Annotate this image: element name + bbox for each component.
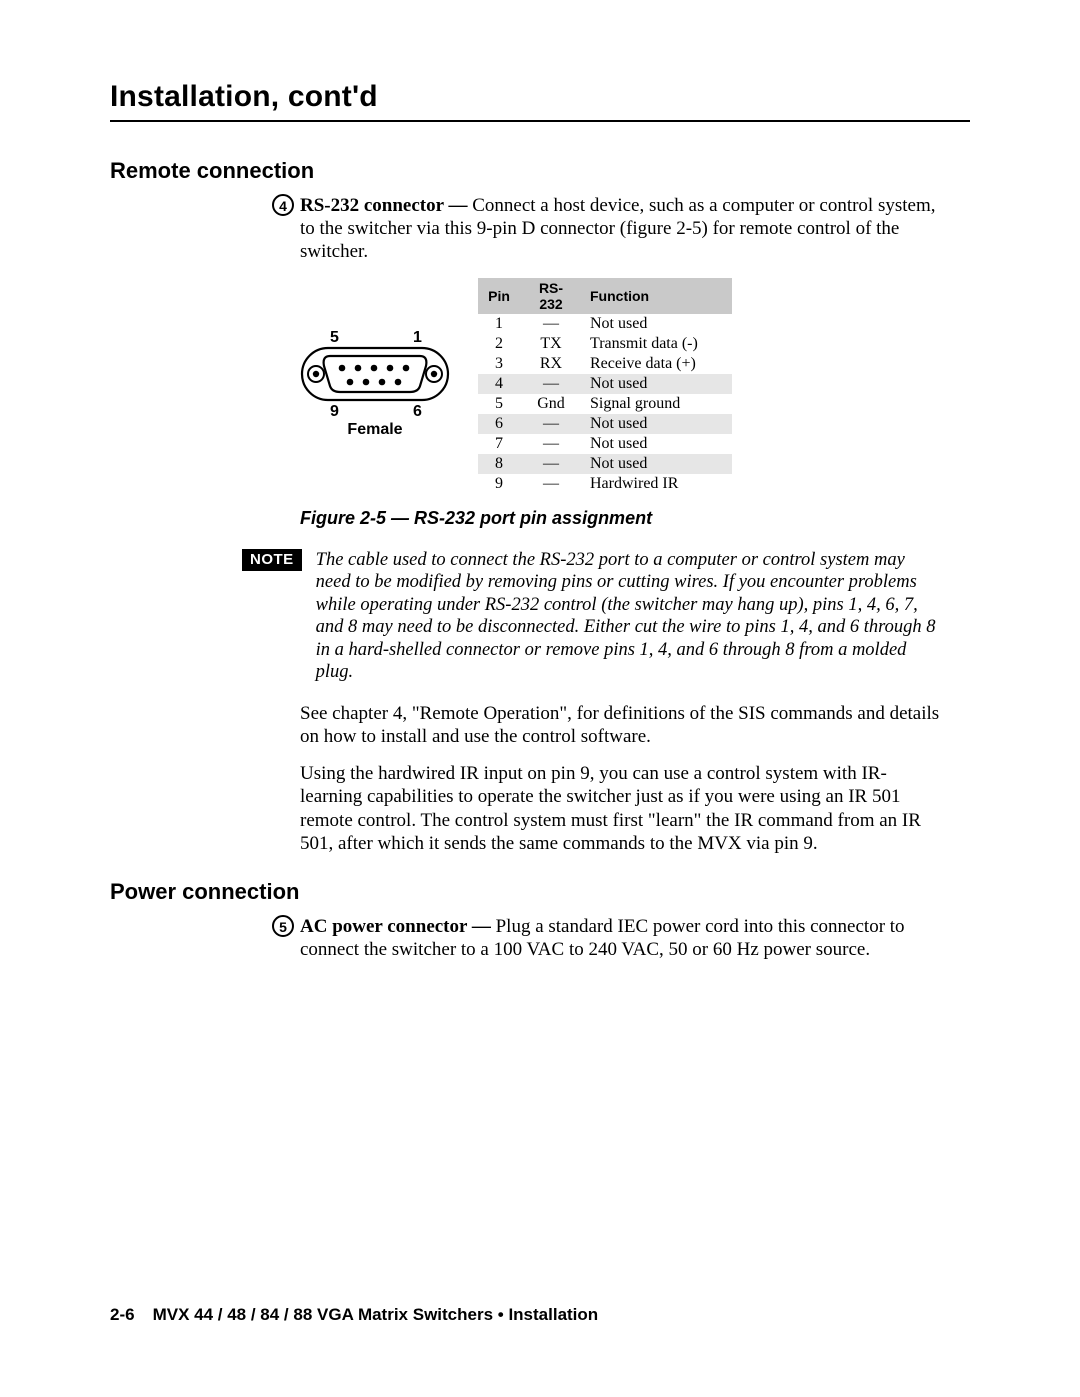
- cell-rs232: —: [522, 314, 582, 334]
- remote-intro-paragraph: RS-232 connector — Connect a host device…: [300, 194, 940, 264]
- th-rs232: RS-232: [522, 278, 582, 314]
- note-badge: NOTE: [242, 549, 302, 571]
- remote-para-3: Using the hardwired IR input on pin 9, y…: [300, 762, 940, 855]
- cell-rs232: TX: [522, 334, 582, 354]
- cell-pin: 3: [478, 354, 522, 374]
- pin-label-6: 6: [413, 403, 422, 420]
- cell-pin: 7: [478, 434, 522, 454]
- title-rule: [110, 120, 970, 122]
- figure-2-5-row: 5 1: [300, 278, 940, 494]
- cell-function: Not used: [582, 374, 732, 394]
- cell-pin: 2: [478, 334, 522, 354]
- cell-pin: 9: [478, 474, 522, 494]
- table-row: 9—Hardwired IR: [478, 474, 732, 494]
- cell-function: Hardwired IR: [582, 474, 732, 494]
- page-footer: 2-6 MVX 44 / 48 / 84 / 88 VGA Matrix Swit…: [110, 1305, 598, 1325]
- remote-para-2: See chapter 4, "Remote Operation", for d…: [300, 702, 940, 748]
- pin-assignment-table: Pin RS-232 Function 1—Not used2TXTransmi…: [478, 278, 732, 494]
- table-row: 2TXTransmit data (-): [478, 334, 732, 354]
- cell-rs232: —: [522, 434, 582, 454]
- page-number: 2-6: [110, 1305, 135, 1324]
- table-row: 7—Not used: [478, 434, 732, 454]
- th-pin: Pin: [478, 278, 522, 314]
- cell-pin: 5: [478, 394, 522, 414]
- footer-text: MVX 44 / 48 / 84 / 88 VGA Matrix Switche…: [153, 1305, 599, 1324]
- cell-pin: 6: [478, 414, 522, 434]
- cell-function: Not used: [582, 434, 732, 454]
- cell-function: Signal ground: [582, 394, 732, 414]
- chapter-title: Installation, cont'd: [110, 80, 970, 114]
- section-title-remote: Remote connection: [110, 158, 970, 184]
- cell-rs232: RX: [522, 354, 582, 374]
- cell-pin: 8: [478, 454, 522, 474]
- table-row: 5GndSignal ground: [478, 394, 732, 414]
- cell-function: Not used: [582, 454, 732, 474]
- cell-rs232: —: [522, 414, 582, 434]
- power-paragraph: AC power connector — Plug a standard IEC…: [300, 915, 940, 961]
- cell-function: Not used: [582, 314, 732, 334]
- cell-rs232: —: [522, 454, 582, 474]
- table-row: 1—Not used: [478, 314, 732, 334]
- cell-function: Receive data (+): [582, 354, 732, 374]
- db9-connector-diagram: 5 1: [300, 328, 450, 443]
- connector-gender-label: Female: [347, 421, 402, 438]
- note-block: NOTE The cable used to connect the RS-23…: [300, 549, 940, 684]
- figure-caption: Figure 2-5 — RS-232 port pin assignment: [300, 508, 940, 529]
- th-function: Function: [582, 278, 732, 314]
- table-row: 4—Not used: [478, 374, 732, 394]
- cell-function: Not used: [582, 414, 732, 434]
- cell-pin: 1: [478, 314, 522, 334]
- cell-rs232: —: [522, 474, 582, 494]
- cell-function: Transmit data (-): [582, 334, 732, 354]
- cell-rs232: —: [522, 374, 582, 394]
- pin-label-5: 5: [330, 329, 339, 346]
- callout-badge-5: 5: [272, 915, 294, 937]
- pin-label-1: 1: [413, 329, 422, 346]
- table-row: 6—Not used: [478, 414, 732, 434]
- rs232-connector-label: RS-232 connector —: [300, 195, 467, 216]
- cell-rs232: Gnd: [522, 394, 582, 414]
- table-row: 3RXReceive data (+): [478, 354, 732, 374]
- ac-power-label: AC power connector —: [300, 916, 491, 937]
- cell-pin: 4: [478, 374, 522, 394]
- table-header-row: Pin RS-232 Function: [478, 278, 732, 314]
- section-title-power: Power connection: [110, 879, 970, 905]
- callout-badge-4: 4: [272, 194, 294, 216]
- note-text: The cable used to connect the RS-232 por…: [316, 549, 940, 684]
- pin-label-9: 9: [330, 403, 339, 420]
- table-row: 8—Not used: [478, 454, 732, 474]
